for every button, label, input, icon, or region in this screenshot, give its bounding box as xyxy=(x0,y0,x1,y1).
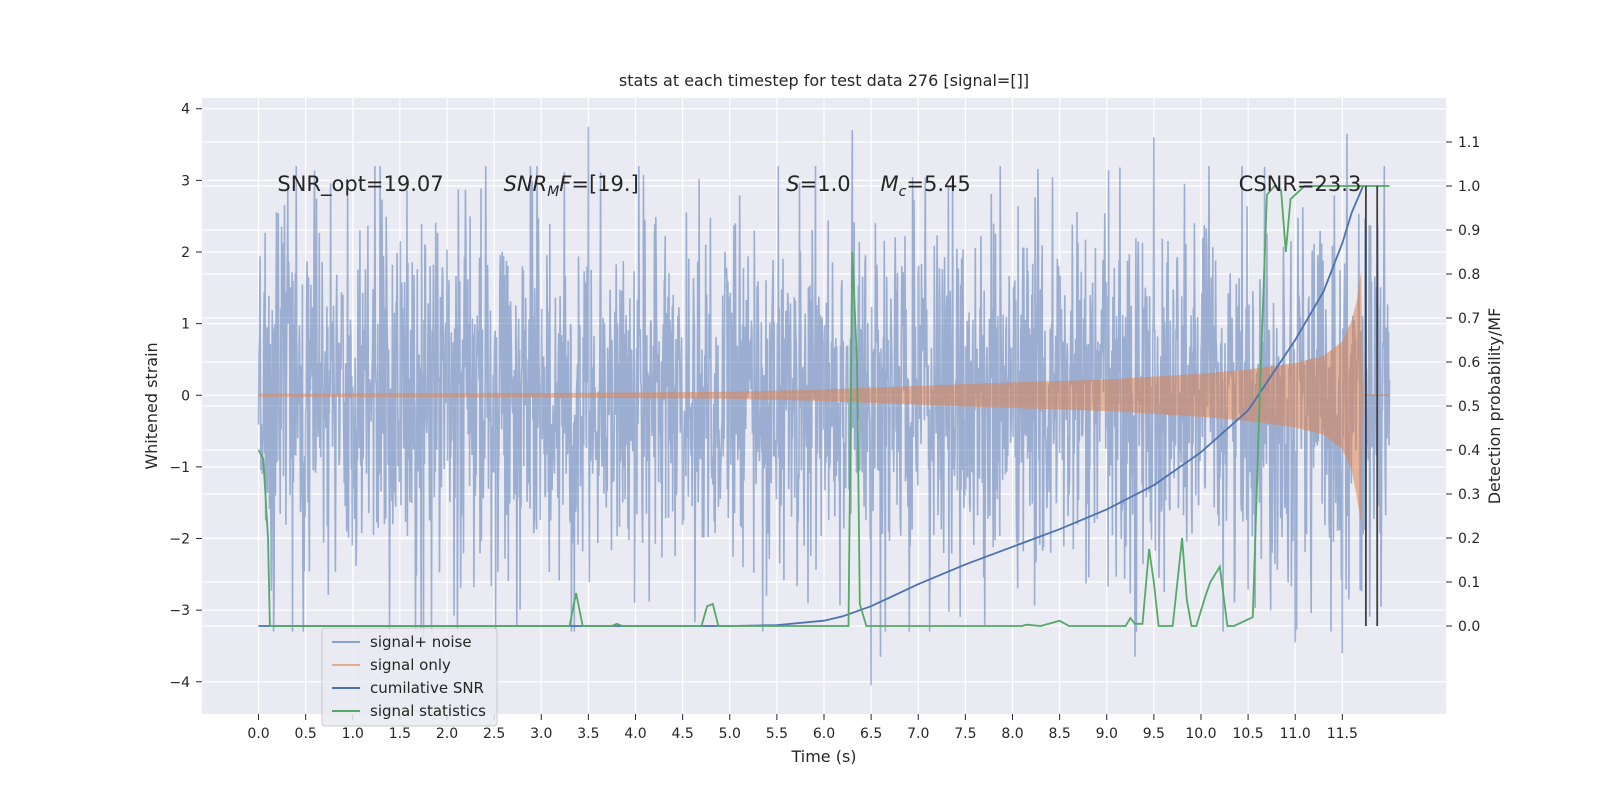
x-tick-label: 1.0 xyxy=(342,726,364,742)
x-tick-label: 9.5 xyxy=(1143,726,1165,742)
annotation-text: S=1.0 xyxy=(786,172,850,196)
y-left-tick-label: 4 xyxy=(181,102,190,118)
signal-statistics-line xyxy=(257,184,1390,627)
x-tick-label: 8.0 xyxy=(1001,726,1023,742)
x-tick-label: 9.0 xyxy=(1096,726,1118,742)
y-right-tick-label: 0.0 xyxy=(1458,619,1480,635)
annotation-text: Mc=5.45 xyxy=(881,172,971,200)
y-left-tick-label: −4 xyxy=(169,675,190,691)
right-y-axis-label: Detection probability/MF xyxy=(1485,308,1504,505)
x-tick-label: 10.5 xyxy=(1233,726,1264,742)
y-right-tick-label: 0.8 xyxy=(1458,267,1480,283)
y-right-tick-label: 0.6 xyxy=(1458,355,1480,371)
data-layer xyxy=(257,126,1391,686)
x-axis-ticks: 0.0 0.5 1.0 1.5 2.0 2.5 3.0 3.5 4.0 4.5 5.0 5.5 6.0 6… xyxy=(247,714,1358,742)
y-left-tick-label: 2 xyxy=(181,245,190,261)
x-tick-label: 3.5 xyxy=(577,726,599,742)
right-y-axis-ticks: 1.1 1.0 0.9 0.8 0.7 0.6 0.5 0.4 0.3 0.2 0.1 0.0 xyxy=(1446,135,1480,635)
x-tick-label: 4.0 xyxy=(624,726,646,742)
y-left-tick-label: −3 xyxy=(169,603,190,619)
left-y-axis-ticks: 4 3 2 1 0 −1 −2 −3 −4 xyxy=(169,102,202,691)
x-tick-label: 0.5 xyxy=(295,726,317,742)
legend-label: cumilative SNR xyxy=(370,679,484,697)
annotation-text: SNR_opt=19.07 xyxy=(277,172,443,197)
y-right-tick-label: 1.0 xyxy=(1458,179,1480,195)
y-left-tick-label: 3 xyxy=(181,173,190,189)
y-right-tick-label: 0.4 xyxy=(1458,443,1480,459)
y-right-tick-label: 0.2 xyxy=(1458,531,1480,547)
x-tick-label: 11.0 xyxy=(1280,726,1311,742)
x-tick-label: 8.5 xyxy=(1048,726,1070,742)
x-tick-label: 3.0 xyxy=(530,726,552,742)
x-tick-label: 10.0 xyxy=(1185,726,1216,742)
y-right-tick-label: 1.1 xyxy=(1458,135,1480,151)
y-left-tick-label: 0 xyxy=(181,388,190,404)
y-left-tick-label: −1 xyxy=(169,460,190,476)
legend-box xyxy=(321,627,498,727)
chart-title: stats at each timestep for test data 276… xyxy=(619,71,1029,90)
annotation-text: CSNR=23.3 xyxy=(1239,172,1362,196)
vertical-markers xyxy=(1364,186,1379,626)
legend-label: signal only xyxy=(370,656,451,674)
y-right-tick-label: 0.9 xyxy=(1458,223,1480,239)
x-tick-label: 7.5 xyxy=(954,726,976,742)
x-tick-label: 4.5 xyxy=(672,726,694,742)
y-right-tick-label: 0.7 xyxy=(1458,311,1480,327)
signal-only-envelope xyxy=(258,269,1364,525)
y-left-tick-label: −2 xyxy=(169,532,190,548)
x-tick-label: 2.0 xyxy=(436,726,458,742)
x-tick-label: 11.5 xyxy=(1327,726,1358,742)
annotations: SNR_opt=19.07 SNRMF=[19.] S=1.0 Mc=5.45 CSNR… xyxy=(277,172,1361,200)
x-tick-label: 0.0 xyxy=(247,726,269,742)
x-tick-label: 2.5 xyxy=(483,726,505,742)
legend-label: signal+ noise xyxy=(370,633,472,651)
legend-label: signal statistics xyxy=(370,702,486,720)
legend: signal+ noise signal only cumilative SNR si… xyxy=(321,627,498,727)
annotation-text: SNRMF=[19.] xyxy=(504,172,639,200)
cumulative-snr-line xyxy=(258,185,1364,627)
y-right-tick-label: 0.5 xyxy=(1458,399,1480,415)
y-right-tick-label: 0.3 xyxy=(1458,487,1480,503)
x-tick-label: 1.5 xyxy=(389,726,411,742)
x-tick-label: 7.0 xyxy=(907,726,929,742)
signal-noise-line xyxy=(257,126,1391,686)
x-tick-label: 5.5 xyxy=(766,726,788,742)
y-left-tick-label: 1 xyxy=(181,317,190,333)
x-tick-label: 6.5 xyxy=(860,726,882,742)
x-axis-label: Time (s) xyxy=(790,747,856,766)
left-y-axis-label: Whitened strain xyxy=(142,342,161,469)
y-right-tick-label: 0.1 xyxy=(1458,575,1480,591)
x-tick-label: 6.0 xyxy=(813,726,835,742)
x-tick-label: 5.0 xyxy=(719,726,741,742)
